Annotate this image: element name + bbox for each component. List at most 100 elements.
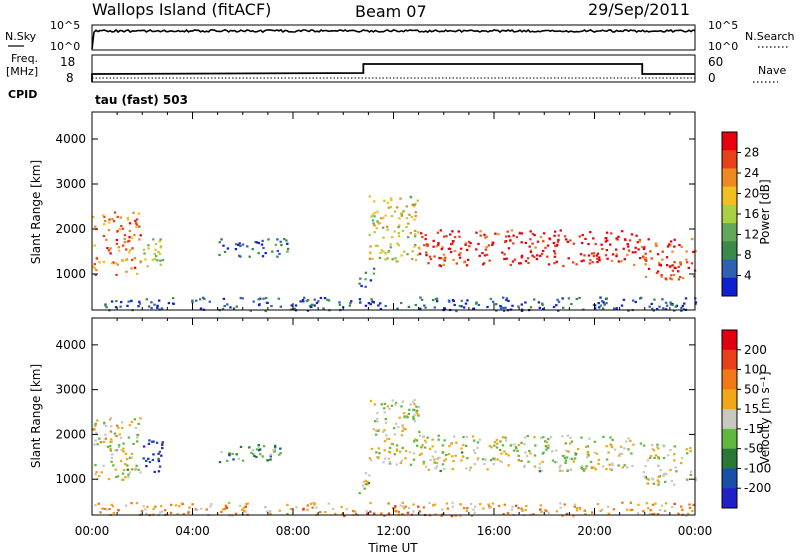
echo-cell <box>324 511 327 514</box>
echo-cell <box>566 240 569 243</box>
echo-cell <box>386 201 389 204</box>
echo-cell <box>453 249 456 253</box>
echo-cell <box>397 235 401 238</box>
echo-cell <box>252 300 255 303</box>
echo-cell <box>656 479 659 482</box>
echo-cell <box>620 304 624 307</box>
echo-cell <box>655 271 659 275</box>
echo-cell <box>133 266 137 269</box>
echo-cell <box>466 248 469 251</box>
echo-cell <box>395 444 399 447</box>
echo-cell <box>403 507 406 510</box>
echo-cell <box>274 243 278 246</box>
echo-cell <box>353 510 357 513</box>
y-tick-label: 2000 <box>55 222 86 236</box>
echo-cell <box>491 502 495 505</box>
echo-cell <box>399 504 402 507</box>
echo-cell <box>94 422 97 425</box>
echo-cell <box>108 508 111 511</box>
echo-cell <box>420 452 423 455</box>
echo-cell <box>187 511 190 514</box>
echo-cell <box>554 244 557 247</box>
echo-cell <box>413 203 416 206</box>
echo-cell <box>391 399 394 402</box>
echo-cell <box>503 253 506 256</box>
echo-cell <box>553 255 557 258</box>
echo-cell <box>583 254 586 257</box>
echo-cell <box>686 478 689 481</box>
echo-cell <box>327 299 331 302</box>
echo-cell <box>451 299 455 302</box>
echo-cell <box>567 257 570 260</box>
echo-cell <box>540 436 543 439</box>
echo-cell <box>118 228 121 231</box>
echo-cell <box>412 401 415 404</box>
echo-cell <box>105 238 108 241</box>
echo-cell <box>379 307 383 311</box>
echo-cell <box>488 445 492 448</box>
echo-cell <box>533 436 536 439</box>
echo-cell <box>388 446 392 449</box>
echo-cell <box>191 503 194 506</box>
echo-cell <box>158 465 162 468</box>
echo-cell <box>371 213 375 216</box>
echo-cell <box>152 453 155 456</box>
echo-cell <box>469 242 472 245</box>
echo-cell <box>583 509 587 512</box>
echo-cell <box>396 307 399 310</box>
echo-cell <box>505 298 508 302</box>
echo-cell <box>673 459 676 462</box>
echo-cell <box>383 429 386 432</box>
echo-cell <box>253 454 256 458</box>
echo-cell <box>596 260 599 264</box>
echo-cell <box>593 451 596 454</box>
echo-cell <box>502 513 505 516</box>
echo-cell <box>528 449 531 453</box>
echo-cell <box>398 224 401 227</box>
echo-cell <box>596 257 599 260</box>
echo-cell <box>534 246 537 249</box>
echo-cell <box>564 442 567 445</box>
echo-cell <box>200 507 203 510</box>
echo-cell <box>556 243 559 246</box>
echo-cell <box>426 436 429 439</box>
echo-cell <box>636 512 640 515</box>
echo-cell <box>103 215 106 218</box>
echo-cell <box>191 299 194 302</box>
echo-cell <box>385 434 388 437</box>
echo-cell <box>238 242 241 245</box>
echo-cell <box>495 446 499 449</box>
echo-cell <box>540 469 543 472</box>
echo-cell <box>303 296 306 299</box>
echo-cell <box>642 256 646 259</box>
echo-cell <box>376 411 379 415</box>
echo-cell <box>286 513 289 516</box>
echo-cell <box>669 277 672 280</box>
echo-cell <box>572 515 575 518</box>
echo-cell <box>657 480 661 483</box>
echo-cell <box>562 264 565 268</box>
echo-cell <box>364 483 368 486</box>
echo-cell <box>248 255 251 258</box>
echo-cell <box>455 310 458 313</box>
echo-cell <box>503 503 506 506</box>
echo-cell <box>319 511 322 514</box>
echo-cell <box>472 508 475 511</box>
echo-cell <box>533 298 536 301</box>
echo-cell <box>99 441 103 444</box>
echo-cell <box>527 261 530 265</box>
echo-cell <box>634 246 637 249</box>
echo-cell <box>239 504 242 507</box>
echo-cell <box>686 512 690 515</box>
echo-cell <box>393 230 396 233</box>
echo-cell <box>673 445 676 448</box>
echo-cell <box>556 298 559 301</box>
echo-cell <box>378 256 382 259</box>
echo-cell <box>130 267 133 270</box>
echo-cell <box>418 510 421 513</box>
echo-cell <box>99 511 102 514</box>
echo-cell <box>293 307 296 310</box>
echo-cell <box>369 245 372 248</box>
echo-cell <box>584 467 587 470</box>
